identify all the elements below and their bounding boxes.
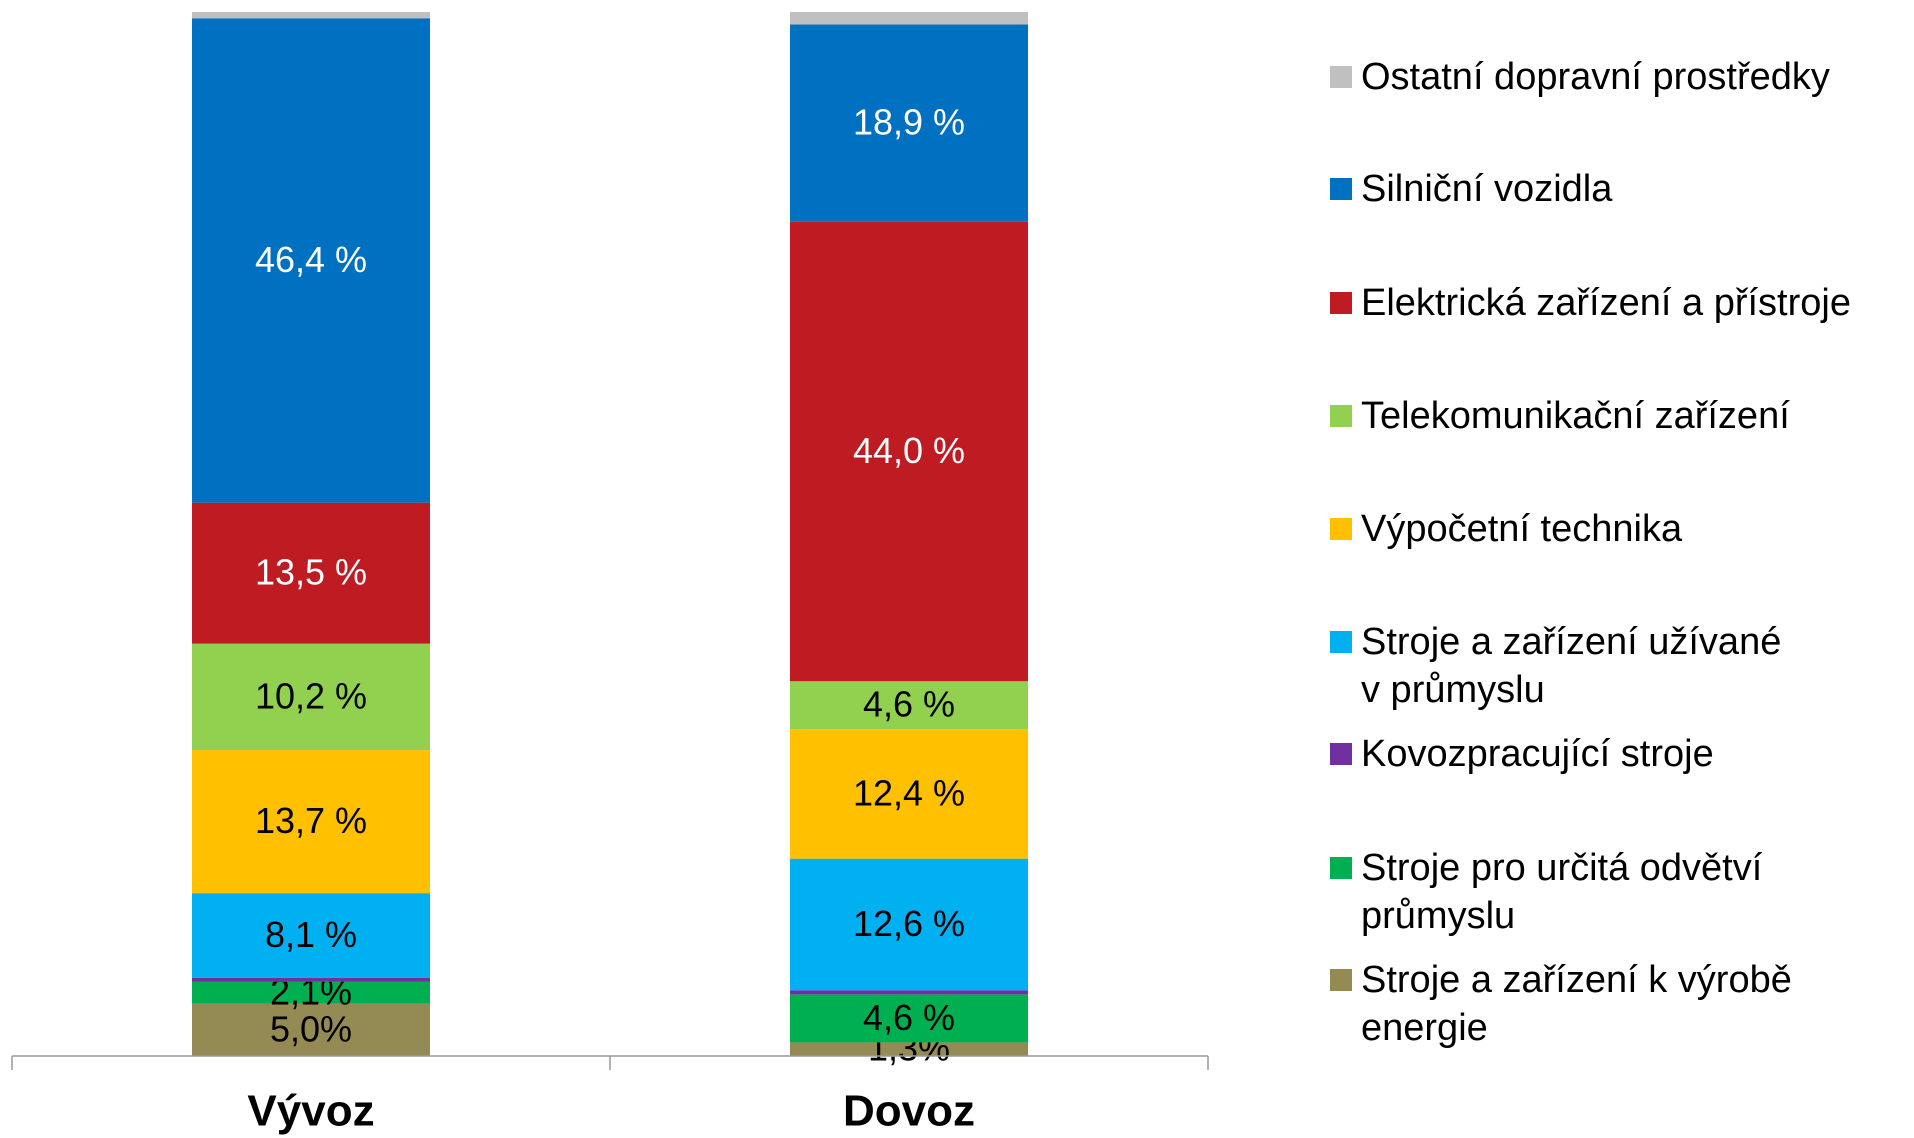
bar-segment [790,24,1028,222]
legend-label: Stroje pro určitá odvětví průmyslu [1361,847,1763,937]
legend-label: Ostatní dopravní prostředky [1361,56,1830,98]
x-tick-label: Vývoz [247,1087,374,1136]
value-label: 12,4 % [853,772,965,813]
bar-segment [192,981,430,1004]
legend-label: Stroje a zařízení k výrobě energie [1361,959,1792,1049]
legend-swatch [1330,66,1352,88]
legend-swatch [1330,743,1352,765]
legend-item: Výpočetní technika [1330,505,1682,553]
legend-item: Ostatní dopravní prostředky [1330,53,1830,101]
legend-item: Stroje a zařízení užívané v průmyslu [1330,618,1781,714]
legend-label: Výpočetní technika [1361,508,1683,550]
value-label: 13,7 % [255,800,367,841]
value-label: 10,2 % [255,675,367,716]
value-label: 5,0% [270,1008,352,1049]
legend-label: Silniční vozidla [1361,168,1613,210]
legend-swatch [1330,969,1352,991]
bar-segment [192,18,430,503]
legend-label: Telekomunikační zařízení [1361,395,1790,437]
legend-swatch [1330,292,1352,314]
bar-segment [790,990,1028,995]
bar-segment [192,643,430,751]
legend-swatch [1330,405,1352,427]
bar-segment [790,12,1028,25]
legend-swatch [1330,518,1352,540]
value-label: 8,1 % [265,914,357,955]
bar-segment [790,221,1028,682]
legend-swatch [1330,631,1352,653]
bar-segment [192,12,430,19]
x-tick-label: Dovoz [843,1087,975,1136]
legend-item: Silniční vozidla [1330,165,1612,213]
bar-segment [192,1003,430,1056]
bar-segment [790,858,1028,991]
legend-item: Elektrická zařízení a přístroje [1330,279,1851,327]
value-label: 4,6 % [863,997,955,1038]
bar-segment [790,729,1028,859]
legend-item: Stroje a zařízení k výrobě energie [1330,956,1792,1052]
value-label: 18,9 % [853,102,965,143]
bar-segment [790,994,1028,1043]
bar-segment [790,1042,1028,1056]
legend-item: Telekomunikační zařízení [1330,392,1790,440]
value-label: 12,6 % [853,903,965,944]
value-label: 44,0 % [853,430,965,471]
legend-item: Stroje pro určitá odvětví průmyslu [1330,844,1762,940]
legend-label: Kovozpracující stroje [1361,733,1714,775]
bar-segment [192,502,430,644]
value-label: 46,4 % [255,239,367,280]
bar-segment [192,977,430,982]
bar-segment [790,681,1028,730]
legend-label: Stroje a zařízení užívané v průmyslu [1361,621,1782,711]
legend-swatch [1330,857,1352,879]
value-label: 13,5 % [255,552,367,593]
value-label: 4,6 % [863,684,955,725]
legend-label: Elektrická zařízení a přístroje [1361,282,1851,324]
bar-segment [192,750,430,894]
legend-item: Kovozpracující stroje [1330,730,1714,778]
bar-segment [192,893,430,978]
legend-swatch [1330,178,1352,200]
